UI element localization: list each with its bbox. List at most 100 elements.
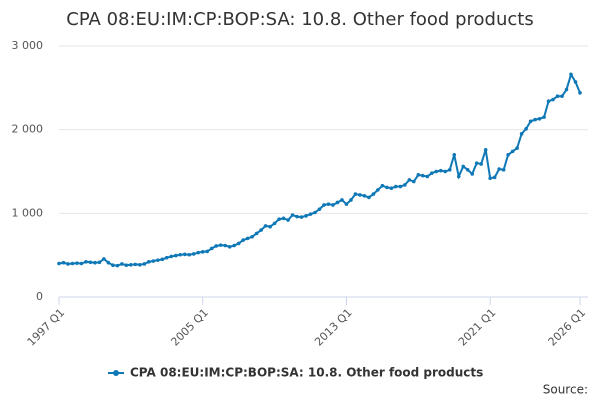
point <box>268 224 272 229</box>
legend-marker <box>113 370 119 376</box>
point <box>164 255 169 260</box>
point <box>66 262 70 266</box>
point <box>501 168 506 172</box>
point <box>227 245 232 249</box>
point <box>313 210 317 215</box>
point <box>528 119 533 124</box>
point <box>223 243 227 248</box>
point <box>142 262 147 266</box>
point <box>178 252 183 257</box>
x-tick-label: 2013 Q1 <box>312 306 355 349</box>
point <box>380 183 385 188</box>
point <box>358 193 362 197</box>
point <box>322 203 326 207</box>
point <box>443 169 448 174</box>
point <box>555 94 560 98</box>
point <box>447 168 452 172</box>
point <box>263 224 268 228</box>
point <box>124 263 129 268</box>
point <box>93 260 97 265</box>
point <box>452 152 457 157</box>
point <box>209 246 214 251</box>
point <box>115 263 120 268</box>
point <box>308 212 313 216</box>
point <box>389 186 394 191</box>
x-tick-label: 2021 Q1 <box>456 306 499 349</box>
point <box>286 218 290 222</box>
point <box>488 176 492 180</box>
point <box>187 252 192 257</box>
point <box>569 72 573 77</box>
point <box>403 183 407 187</box>
point <box>398 184 403 189</box>
point <box>205 249 210 254</box>
y-tick-label: 0 <box>36 290 43 303</box>
point <box>259 228 263 232</box>
point <box>129 262 133 267</box>
point <box>573 80 578 84</box>
point <box>425 174 430 179</box>
point <box>367 195 371 200</box>
point <box>483 147 488 152</box>
point <box>542 115 546 119</box>
point <box>376 188 380 192</box>
point <box>138 262 142 267</box>
point <box>412 179 416 184</box>
point <box>456 174 461 179</box>
y-tick-label: 3 000 <box>12 39 44 52</box>
point <box>560 94 564 98</box>
point <box>61 260 66 265</box>
point <box>465 168 470 172</box>
point <box>156 258 160 262</box>
point <box>245 236 250 241</box>
point <box>57 261 61 266</box>
point <box>564 87 569 92</box>
point <box>362 193 367 198</box>
point <box>299 215 304 219</box>
point <box>133 262 138 267</box>
point <box>97 260 102 265</box>
point <box>421 173 425 178</box>
point <box>497 167 501 171</box>
point <box>151 259 156 263</box>
y-tick-label: 2 000 <box>12 123 44 136</box>
y-tick-label: 1 000 <box>12 206 44 219</box>
point <box>438 168 443 173</box>
point <box>160 257 165 262</box>
point <box>506 152 510 157</box>
point <box>120 262 124 266</box>
point <box>461 164 466 169</box>
point <box>394 184 398 189</box>
series-line <box>58 71 581 267</box>
point <box>290 213 295 217</box>
point <box>340 198 344 202</box>
point <box>407 178 412 182</box>
point <box>88 260 93 265</box>
point <box>182 252 187 257</box>
point <box>200 250 205 254</box>
point <box>304 214 308 218</box>
point <box>236 241 241 246</box>
point <box>250 234 254 239</box>
point <box>106 260 111 265</box>
point <box>254 231 259 236</box>
point <box>281 216 286 221</box>
point <box>169 254 174 259</box>
x-tick-label: 1997 Q1 <box>25 306 68 349</box>
point <box>335 200 340 205</box>
point <box>515 146 519 150</box>
point <box>519 132 524 136</box>
point <box>272 221 277 226</box>
point <box>510 149 515 154</box>
x-tick-label: 2005 Q1 <box>168 306 211 349</box>
point <box>344 202 349 206</box>
point <box>492 175 497 180</box>
point <box>147 260 151 264</box>
point <box>218 243 223 247</box>
point <box>479 162 483 166</box>
point <box>70 261 75 266</box>
source: Source: <box>543 383 588 397</box>
x-tick-label: 2026 Q1 <box>546 306 589 349</box>
point <box>295 214 299 219</box>
